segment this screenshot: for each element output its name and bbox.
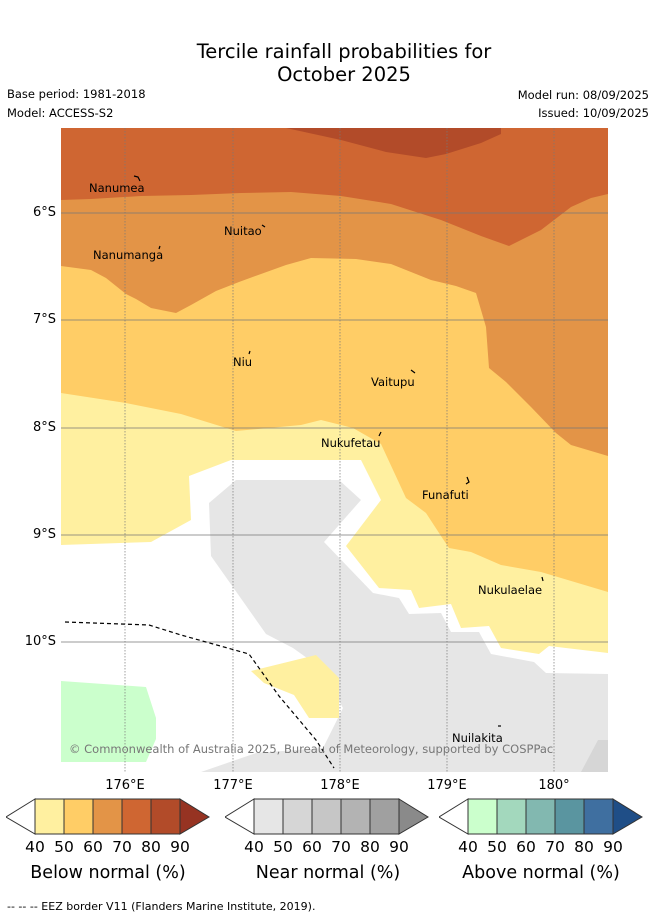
near-normal-corner xyxy=(581,740,608,772)
map-title-line2: October 2025 xyxy=(277,63,411,86)
colorbar-swatch-70 xyxy=(554,798,585,835)
place-funafuti: Funafuti xyxy=(422,488,469,502)
above-tick-40: 40 xyxy=(458,838,478,856)
colorbar-swatch-70 xyxy=(340,798,371,835)
colorbar-swatch-70 xyxy=(121,798,152,835)
place-vaitupu: Vaitupu xyxy=(371,375,415,389)
lon-label-176e: 176°E xyxy=(105,778,145,793)
lon-label-179e: 179°E xyxy=(427,778,467,793)
colorbar-swatch-50 xyxy=(282,798,313,835)
colorbar-swatch-80 xyxy=(150,798,181,835)
above-cbar-extend-high xyxy=(612,798,643,835)
colorbar-swatch-40 xyxy=(253,798,284,835)
near-tick-60: 60 xyxy=(302,838,322,856)
above-normal-colorbar xyxy=(439,798,643,835)
eez-border xyxy=(64,621,335,769)
near-cbar-swatches xyxy=(253,798,400,835)
issued-date: Issued: 10/09/2025 xyxy=(538,106,649,120)
colorbar-swatch-80 xyxy=(369,798,400,835)
colorbar-swatch-40 xyxy=(34,798,65,835)
lat-label-7s: 7°S xyxy=(32,312,56,327)
below-tick-80: 80 xyxy=(141,838,161,856)
above-cbar-extend-low xyxy=(439,798,469,835)
below-40-patch xyxy=(251,655,339,718)
colorbar-swatch-50 xyxy=(496,798,527,835)
below-tick-40: 40 xyxy=(25,838,45,856)
model-run: Model run: 08/09/2025 xyxy=(517,88,649,102)
below-70-region xyxy=(61,128,608,246)
below-cbar-extend-low xyxy=(6,798,36,835)
place-nanumea: Nanumea xyxy=(89,181,145,195)
lon-label-177e: 177°E xyxy=(213,778,253,793)
near-normal-region xyxy=(201,480,608,772)
place-nukufetau: Nukufetau xyxy=(321,436,380,450)
lat-label-8s: 8°S xyxy=(32,420,56,435)
above-normal-title: Above normal (%) xyxy=(462,863,620,883)
below-normal-title: Below normal (%) xyxy=(30,863,186,883)
near-tick-40: 40 xyxy=(244,838,264,856)
above-tick-60: 60 xyxy=(516,838,536,856)
lon-label-178e: 178°E xyxy=(320,778,360,793)
colorbar-swatch-80 xyxy=(583,798,614,835)
colorbar-swatch-60 xyxy=(525,798,556,835)
below-cbar-swatches xyxy=(34,798,181,835)
map-grid xyxy=(124,128,555,772)
near-cbar-extend-high xyxy=(398,798,429,835)
colorbar-swatch-50 xyxy=(63,798,94,835)
above-tick-50: 50 xyxy=(487,838,507,856)
place-nukulaelae: Nukulaelae xyxy=(478,583,542,597)
island-marks xyxy=(133,175,544,727)
map-title-line1: Tercile rainfall probabilities for xyxy=(196,40,492,63)
eez-footer-note: -- -- -- EEZ border V11 (Flanders Marine… xyxy=(7,900,316,913)
above-tick-70: 70 xyxy=(545,838,565,856)
below-tick-60: 60 xyxy=(83,838,103,856)
lat-label-10s: 10°S xyxy=(24,634,56,649)
place-nuilakita: Nuilakita xyxy=(452,731,503,745)
near-cbar-extend-low xyxy=(225,798,255,835)
near-tick-90: 90 xyxy=(389,838,409,856)
near-tick-80: 80 xyxy=(360,838,380,856)
below-tick-50: 50 xyxy=(54,838,74,856)
above-tick-80: 80 xyxy=(574,838,594,856)
below-tick-70: 70 xyxy=(112,838,132,856)
near-normal-colorbar xyxy=(225,798,429,835)
colorbar-swatch-40 xyxy=(467,798,498,835)
base-period: Base period: 1981-2018 xyxy=(7,87,146,101)
colorbar-swatch-60 xyxy=(311,798,342,835)
above-40-region xyxy=(61,681,156,762)
near-tick-50: 50 xyxy=(273,838,293,856)
lon-label-180: 180° xyxy=(538,778,570,793)
probability-map: Nanumea Nuitao Nanumanga Niu Vaitupu Nuk… xyxy=(61,128,608,772)
below-normal-colorbar xyxy=(6,798,210,835)
above-cbar-swatches xyxy=(467,798,614,835)
below-tick-90: 90 xyxy=(170,838,190,856)
map-lat-lines xyxy=(61,212,608,643)
model-name: Model: ACCESS-S2 xyxy=(7,106,114,120)
place-niu: Niu xyxy=(233,355,252,369)
above-tick-90: 90 xyxy=(603,838,623,856)
copyright-text: © Commonwealth of Australia 2025, Bureau… xyxy=(69,742,553,756)
colorbar-swatch-60 xyxy=(92,798,123,835)
below-cbar-extend-high xyxy=(179,798,210,835)
near-tick-70: 70 xyxy=(331,838,351,856)
place-nuitao: Nuitao xyxy=(224,224,262,238)
lat-label-6s: 6°S xyxy=(32,205,56,220)
place-nanumanga: Nanumanga xyxy=(93,248,163,262)
near-normal-title: Near normal (%) xyxy=(255,863,401,883)
lat-label-9s: 9°S xyxy=(32,527,56,542)
map-title: Tercile rainfall probabilities for Octob… xyxy=(0,40,655,86)
